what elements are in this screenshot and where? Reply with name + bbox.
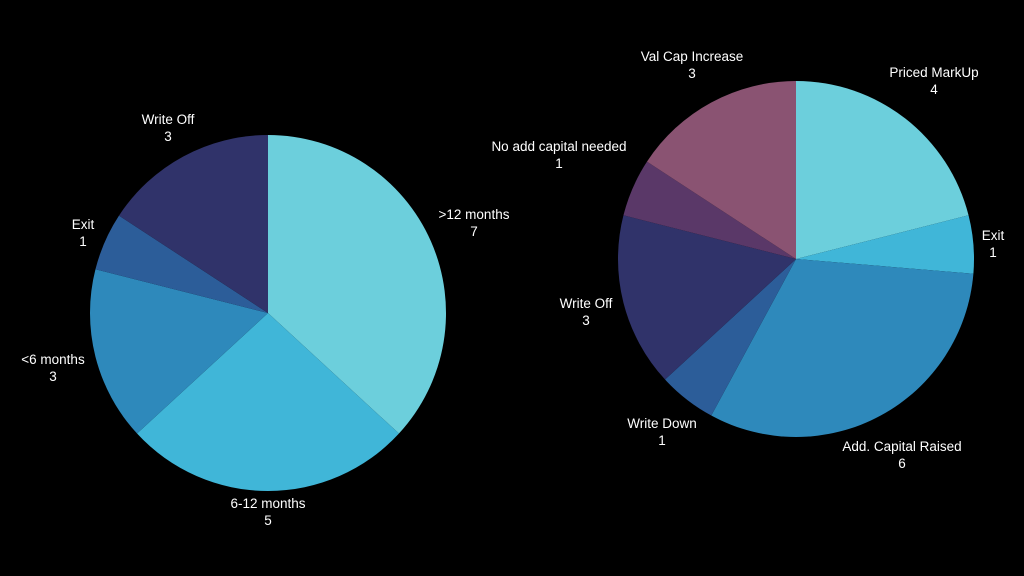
pie0-label-6-12-months: 6-12 months [230,496,305,511]
pie0-value-6-12-months: 5 [264,513,272,528]
pie1-slice-write-off [618,215,796,380]
pie1-label-write-off: Write Off [560,296,613,311]
pie0-value-12-months: 7 [470,224,478,239]
pie1-label-add-capital-raised: Add. Capital Raised [842,439,961,454]
pie1-slice-add-capital-raised [711,259,974,438]
pie1-label-no-add-capital-needed: No add capital needed [491,139,626,154]
pie0-label-write-off: Write Off [142,112,195,127]
pie0-slice-6-12-months [137,313,399,492]
pie0-slice-6-months [90,269,268,434]
pie1-slice-exit [796,215,974,274]
pie1-slice-no-add-capital-needed [623,161,796,259]
pie0-value-write-off: 3 [164,129,172,144]
pie1-value-no-add-capital-needed: 1 [555,156,563,171]
pie1-value-exit: 1 [989,245,997,260]
pie1-slice-priced-markup [796,81,969,259]
pie1-value-add-capital-raised: 6 [898,456,906,471]
pie1-label-val-cap-increase: Val Cap Increase [641,49,744,64]
pie0-slice-write-off [118,135,268,313]
pie0-slice-exit [95,215,268,313]
pie1-label-exit: Exit [982,228,1005,243]
pie1-slice-write-down [665,259,796,416]
pie0-slice-12-months [268,135,447,434]
pie1-value-val-cap-increase: 3 [688,66,696,81]
pie-chart-right: Priced MarkUp 4 Exit 1 Add. Capital Raised 6 W… [491,49,1004,471]
pie1-value-write-off: 3 [582,313,590,328]
pie0-value-6-months: 3 [49,369,57,384]
pie1-label-write-down: Write Down [627,416,697,431]
pie0-label-12-months: >12 months [439,207,510,222]
pie1-slice-val-cap-increase [646,81,796,259]
pie0-label-exit: Exit [72,217,95,232]
pie0-label-6-months: <6 months [21,352,85,367]
pie-chart-left: >12 months 7 6-12 months 5 <6 months 3 Exit 1 Wr… [21,112,509,528]
pie1-label-priced-markup: Priced MarkUp [889,65,978,80]
pie0-value-exit: 1 [79,234,87,249]
pie1-value-write-down: 1 [658,433,666,448]
pie1-value-priced-markup: 4 [930,82,938,97]
